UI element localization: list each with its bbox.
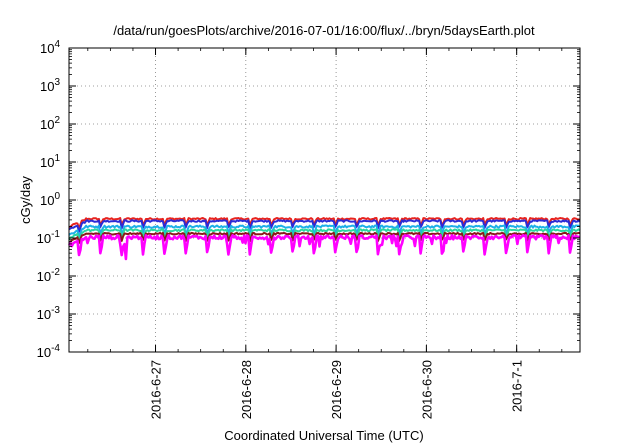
y-axis-label: cGy/day — [18, 176, 33, 224]
y-tick-label: 10-1 — [37, 229, 61, 246]
series-group — [67, 217, 581, 261]
x-tick-label: 2016-6-27 — [149, 360, 164, 419]
x-tick-label: 2016-6-28 — [239, 360, 254, 419]
series-line — [68, 224, 581, 238]
y-tick-label: 10-4 — [37, 343, 61, 360]
y-tick-label: 10-2 — [37, 267, 61, 284]
y-tick-label: 102 — [40, 115, 60, 132]
x-axis: 2016-6-27 2016-6-28 2016-6-29 2016-6-30 2016… — [87, 48, 563, 419]
series-line — [68, 219, 581, 233]
y-tick-label: 10-3 — [37, 305, 61, 322]
y-tick-label: 101 — [40, 153, 60, 170]
y-axis: 10-4 10-3 10-2 10-1 100 101 102 103 104 — [37, 39, 580, 360]
series-line — [68, 231, 581, 245]
x-tick-label: 2016-7-1 — [510, 360, 525, 412]
x-axis-label: Coordinated Universal Time (UTC) — [224, 428, 423, 443]
x-tick-label: 2016-6-30 — [419, 360, 434, 419]
chart-title: /data/run/goesPlots/archive/2016-07-01/1… — [113, 23, 535, 38]
y-tick-label: 103 — [40, 77, 60, 94]
y-tick-label: 100 — [40, 191, 60, 208]
series-line — [68, 217, 581, 230]
series-line — [68, 228, 581, 242]
y-tick-label: 104 — [40, 39, 60, 56]
x-tick-label: 2016-6-29 — [329, 360, 344, 419]
series-line — [67, 234, 581, 261]
grid — [69, 48, 580, 352]
